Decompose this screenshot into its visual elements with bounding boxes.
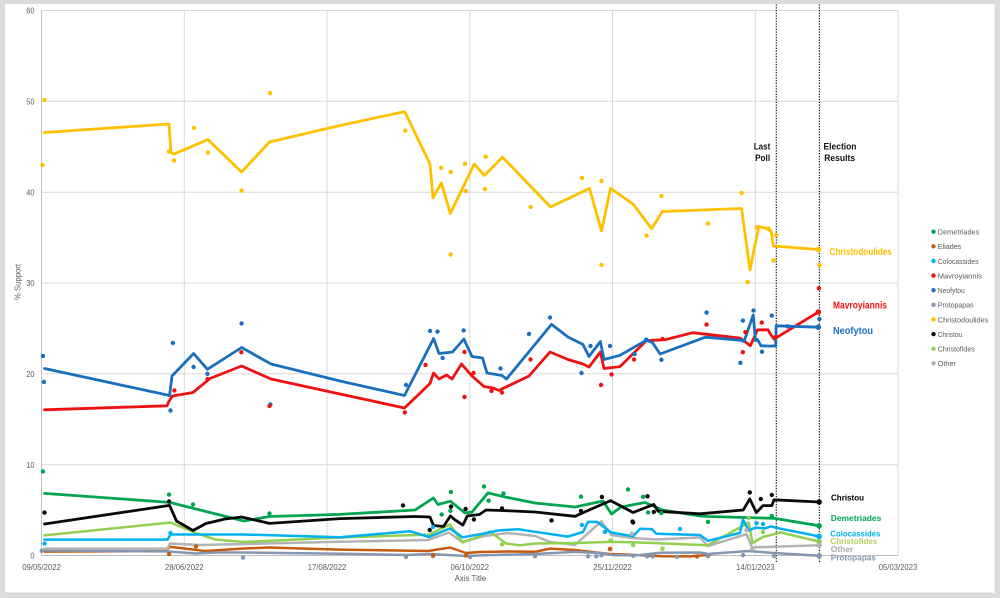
svg-text:Christodoulides: Christodoulides [938, 315, 989, 324]
svg-text:05/03/2023: 05/03/2023 [879, 563, 918, 572]
svg-text:Christofides: Christofides [830, 537, 878, 546]
svg-text:60: 60 [26, 7, 35, 16]
svg-text:09/05/2022: 09/05/2022 [22, 563, 61, 572]
svg-text:Poll: Poll [755, 153, 770, 164]
svg-text:Eliades: Eliades [938, 242, 962, 251]
svg-text:Demetriades: Demetriades [831, 514, 882, 523]
svg-text:30: 30 [26, 279, 35, 288]
svg-text:40: 40 [26, 188, 35, 197]
svg-text:Protopapas: Protopapas [831, 554, 877, 563]
svg-text:Christofides: Christofides [938, 345, 975, 354]
svg-text:Demetriades: Demetriades [938, 228, 980, 237]
svg-text:50: 50 [26, 98, 35, 107]
svg-text:Colocassides: Colocassides [938, 257, 979, 266]
svg-text:Results: Results [824, 153, 855, 164]
svg-text:Other: Other [831, 545, 854, 554]
svg-text:20: 20 [26, 370, 35, 379]
svg-text:Neofytou: Neofytou [833, 326, 873, 337]
svg-text:Last: Last [754, 141, 771, 152]
svg-text:28/06/2022: 28/06/2022 [165, 563, 204, 572]
svg-text:10: 10 [26, 461, 35, 470]
svg-text:Election: Election [824, 141, 857, 152]
svg-text:Christodoulides: Christodoulides [830, 247, 893, 258]
svg-text:Colocassides: Colocassides [830, 530, 881, 539]
svg-text:Protopapas: Protopapas [938, 301, 974, 310]
svg-text:Mavroyiannis: Mavroyiannis [833, 301, 887, 312]
svg-text:Christou: Christou [831, 494, 864, 503]
svg-text:0: 0 [30, 552, 34, 561]
svg-text:% Support: % Support [12, 263, 22, 300]
svg-text:Mavroyiannis: Mavroyiannis [938, 271, 982, 280]
svg-text:14/01/2023: 14/01/2023 [736, 563, 775, 572]
svg-text:06/10/2022: 06/10/2022 [451, 563, 490, 572]
svg-text:25/11/2022: 25/11/2022 [593, 563, 632, 572]
svg-text:Christou: Christou [938, 330, 962, 339]
svg-text:Axis Title: Axis Title [455, 573, 487, 583]
svg-text:Other: Other [938, 359, 957, 368]
svg-text:Neofytou: Neofytou [938, 286, 965, 295]
svg-text:17/08/2022: 17/08/2022 [308, 563, 347, 572]
